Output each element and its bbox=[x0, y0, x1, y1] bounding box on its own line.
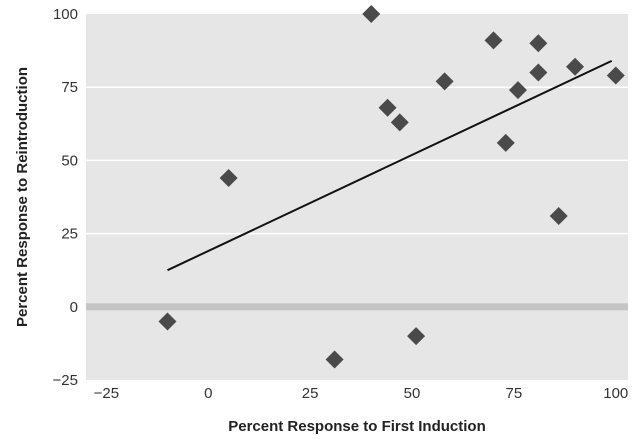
x-tick-label: 50 bbox=[404, 385, 421, 402]
data-point-marker bbox=[508, 81, 527, 100]
y-tick-label: 100 bbox=[53, 6, 78, 23]
data-point-marker bbox=[407, 327, 426, 346]
data-point-marker bbox=[219, 168, 238, 187]
y-tick-label: −25 bbox=[53, 372, 78, 389]
data-point-marker bbox=[496, 133, 515, 152]
data-point-marker bbox=[435, 72, 454, 91]
y-tick-labels: −25 0 25 50 75 100 bbox=[53, 6, 78, 389]
data-point-marker bbox=[390, 113, 409, 132]
data-points bbox=[158, 5, 625, 369]
data-point-marker bbox=[529, 34, 548, 53]
data-point-marker bbox=[606, 66, 625, 85]
grid-lines bbox=[86, 86, 628, 235]
y-tick-label: 25 bbox=[61, 226, 78, 243]
data-point-marker bbox=[378, 98, 397, 117]
zero-line bbox=[86, 303, 628, 311]
x-tick-label: 0 bbox=[204, 385, 212, 402]
x-tick-label: 100 bbox=[603, 385, 628, 402]
y-tick-label: 50 bbox=[61, 152, 78, 169]
data-point-marker bbox=[484, 31, 503, 50]
x-tick-label: 25 bbox=[302, 385, 319, 402]
x-tick-label: 75 bbox=[506, 385, 523, 402]
y-tick-label: 0 bbox=[70, 299, 78, 316]
data-point-marker bbox=[158, 312, 177, 331]
data-point-marker bbox=[529, 63, 548, 82]
data-point-marker bbox=[325, 350, 344, 369]
data-point-marker bbox=[362, 5, 381, 23]
y-tick-label: 75 bbox=[61, 79, 78, 96]
x-tick-labels: −25 0 25 50 75 100 bbox=[94, 385, 629, 402]
data-point-marker bbox=[549, 207, 568, 226]
data-point-marker bbox=[566, 57, 585, 76]
x-axis-title: Percent Response to First Induction bbox=[228, 418, 486, 435]
y-axis-title: Percent Response to Reintroduction bbox=[14, 67, 31, 327]
trend-line bbox=[167, 59, 613, 272]
x-tick-label: −25 bbox=[94, 385, 119, 402]
